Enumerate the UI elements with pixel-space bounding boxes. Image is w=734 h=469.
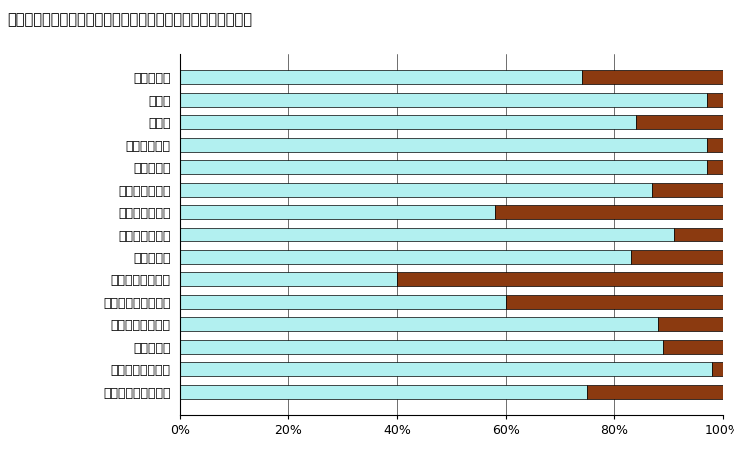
Bar bbox=[180, 205, 495, 219]
Bar bbox=[707, 93, 723, 107]
Bar bbox=[636, 115, 723, 129]
Bar bbox=[180, 272, 397, 287]
Bar bbox=[180, 182, 653, 197]
Bar bbox=[180, 160, 707, 174]
Bar bbox=[180, 340, 664, 354]
Bar bbox=[180, 385, 587, 399]
Bar bbox=[180, 362, 712, 376]
Bar bbox=[180, 93, 707, 107]
Bar bbox=[495, 205, 723, 219]
Bar bbox=[674, 227, 723, 242]
Bar bbox=[653, 182, 723, 197]
Bar bbox=[180, 70, 582, 84]
Bar bbox=[397, 272, 723, 287]
Bar bbox=[582, 70, 723, 84]
Bar bbox=[712, 362, 723, 376]
Text: 図３－２　産業別パートタイム労働者比率（規模３０人以上）: 図３－２ 産業別パートタイム労働者比率（規模３０人以上） bbox=[7, 12, 252, 27]
Bar bbox=[180, 138, 707, 151]
Bar bbox=[180, 250, 631, 264]
Bar bbox=[506, 295, 723, 309]
Bar bbox=[631, 250, 723, 264]
Bar bbox=[658, 318, 723, 331]
Bar bbox=[664, 340, 723, 354]
Bar bbox=[180, 227, 674, 242]
Bar bbox=[707, 138, 723, 151]
Bar bbox=[180, 115, 636, 129]
Bar bbox=[180, 295, 506, 309]
Legend: 一般, パート: 一般, パート bbox=[390, 465, 513, 469]
Bar bbox=[587, 385, 723, 399]
Bar bbox=[707, 160, 723, 174]
Bar bbox=[180, 318, 658, 331]
